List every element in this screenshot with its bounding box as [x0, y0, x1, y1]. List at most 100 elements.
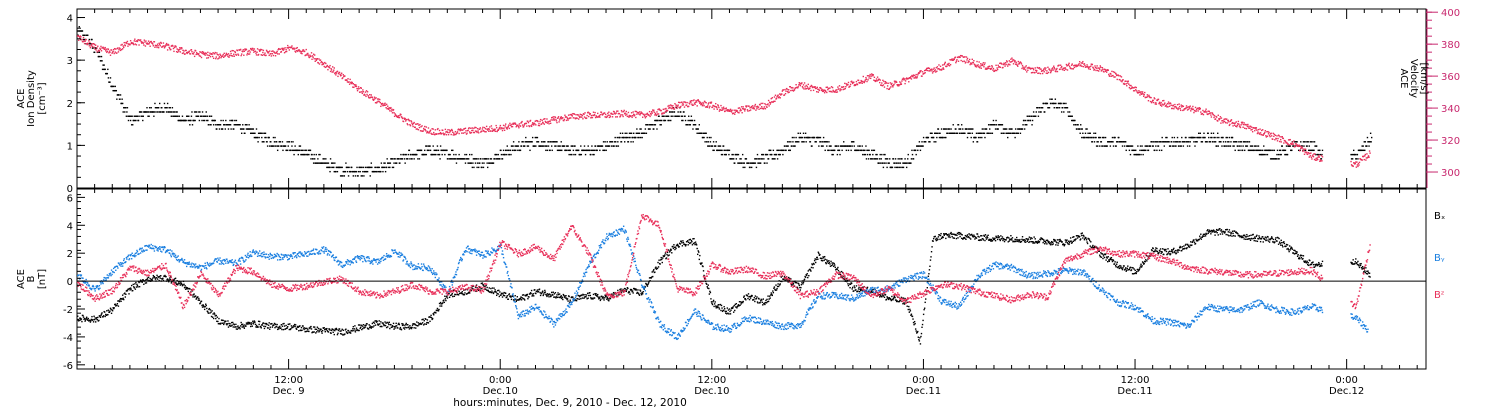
- data-point-velocity: [114, 47, 116, 50]
- data-point-velocity: [718, 110, 721, 112]
- data-point-density: [931, 132, 933, 134]
- data-point-density: [524, 145, 526, 147]
- data-point-density: [900, 166, 902, 169]
- data-point-velocity: [234, 51, 237, 54]
- data-point-density: [756, 153, 759, 156]
- data-point-velocity: [1205, 111, 1208, 113]
- data-point-velocity: [1138, 90, 1140, 92]
- data-point-velocity: [1195, 110, 1197, 113]
- data-point-velocity: [502, 127, 504, 130]
- data-point-velocity: [811, 85, 813, 88]
- data-point-velocity: [1155, 103, 1158, 105]
- data-point-velocity: [579, 113, 581, 116]
- data-point-velocity: [82, 41, 84, 43]
- data-point-velocity: [245, 48, 248, 51]
- data-point-density: [823, 141, 826, 143]
- data-point-velocity: [1281, 136, 1283, 138]
- data-point-density: [416, 149, 419, 152]
- data-point-density: [1266, 153, 1269, 156]
- data-point-density: [641, 136, 643, 139]
- data-point-velocity: [805, 87, 808, 90]
- data-point-bx: [93, 315, 95, 317]
- data-point-velocity: [1258, 132, 1260, 134]
- data-point-velocity: [160, 42, 162, 44]
- data-point-density: [464, 153, 466, 156]
- data-point-velocity: [1070, 68, 1072, 70]
- data-point-velocity: [1237, 120, 1240, 123]
- data-point-velocity: [102, 46, 104, 48]
- data-point-density: [92, 47, 94, 49]
- data-point-velocity: [962, 60, 964, 63]
- data-point-density: [205, 115, 207, 117]
- data-point-velocity: [690, 99, 693, 102]
- data-point-velocity: [146, 42, 149, 44]
- data-point-velocity: [890, 86, 892, 88]
- data-point-velocity: [1164, 102, 1166, 104]
- data-point-velocity: [972, 61, 975, 64]
- data-point-density: [741, 162, 743, 164]
- data-point-density: [1075, 124, 1077, 126]
- data-point-velocity: [746, 109, 749, 111]
- data-point-velocity: [1059, 68, 1061, 70]
- data-point-velocity: [421, 125, 423, 127]
- data-point-velocity: [1125, 83, 1127, 85]
- data-point-density: [870, 158, 872, 160]
- data-point-velocity: [619, 116, 621, 118]
- data-point-velocity: [199, 55, 202, 57]
- data-point-velocity: [791, 86, 793, 89]
- data-point-velocity: [295, 47, 297, 50]
- data-point-bx: [85, 317, 87, 320]
- data-point-density: [311, 153, 313, 156]
- data-point-velocity: [910, 75, 912, 78]
- data-point-velocity: [932, 68, 934, 71]
- data-point-density: [331, 162, 333, 164]
- data-point-velocity: [719, 109, 722, 111]
- data-point-density: [898, 162, 900, 164]
- data-point-density: [1092, 136, 1095, 139]
- data-point-density: [193, 119, 195, 122]
- data-point-velocity: [1352, 165, 1354, 168]
- data-point-velocity: [515, 123, 517, 125]
- data-point-velocity: [511, 123, 513, 126]
- data-point-velocity: [662, 112, 664, 115]
- data-point-velocity: [346, 81, 349, 83]
- data-point-velocity: [958, 55, 960, 58]
- data-point-density: [123, 107, 125, 109]
- data-point-density: [325, 162, 328, 164]
- data-point-density: [715, 141, 717, 143]
- data-point-density: [904, 158, 906, 160]
- data-point-density: [947, 128, 950, 130]
- data-point-density: [205, 111, 207, 113]
- data-point-velocity: [631, 114, 634, 117]
- data-point-bx: [98, 319, 100, 322]
- data-point-velocity: [174, 45, 177, 47]
- data-point-density: [148, 107, 151, 109]
- data-point-velocity: [1365, 157, 1368, 159]
- data-point-velocity: [484, 131, 486, 133]
- data-point-bx: [120, 300, 122, 303]
- data-point-velocity: [1239, 126, 1242, 129]
- data-point-velocity: [609, 116, 612, 118]
- data-point-velocity: [281, 47, 283, 50]
- data-point-velocity: [672, 107, 675, 109]
- data-point-velocity: [410, 120, 412, 122]
- data-point-velocity: [707, 105, 709, 107]
- data-point-density: [621, 136, 623, 139]
- data-point-velocity: [1319, 159, 1322, 161]
- data-point-velocity: [457, 129, 459, 131]
- data-point-velocity: [514, 122, 516, 124]
- data-point-bx: [128, 287, 131, 290]
- data-point-density: [370, 162, 373, 164]
- data-point-density: [251, 128, 253, 130]
- data-point-velocity: [1210, 114, 1212, 116]
- data-point-velocity: [801, 82, 803, 84]
- data-point-velocity: [366, 91, 369, 93]
- data-point-velocity: [619, 115, 622, 117]
- data-point-density: [981, 136, 983, 139]
- data-point-density: [540, 145, 542, 147]
- data-point-velocity: [1122, 79, 1124, 81]
- data-point-velocity: [156, 46, 158, 49]
- data-point-velocity: [518, 127, 520, 129]
- data-point-velocity: [710, 102, 712, 104]
- data-point-velocity: [542, 122, 544, 124]
